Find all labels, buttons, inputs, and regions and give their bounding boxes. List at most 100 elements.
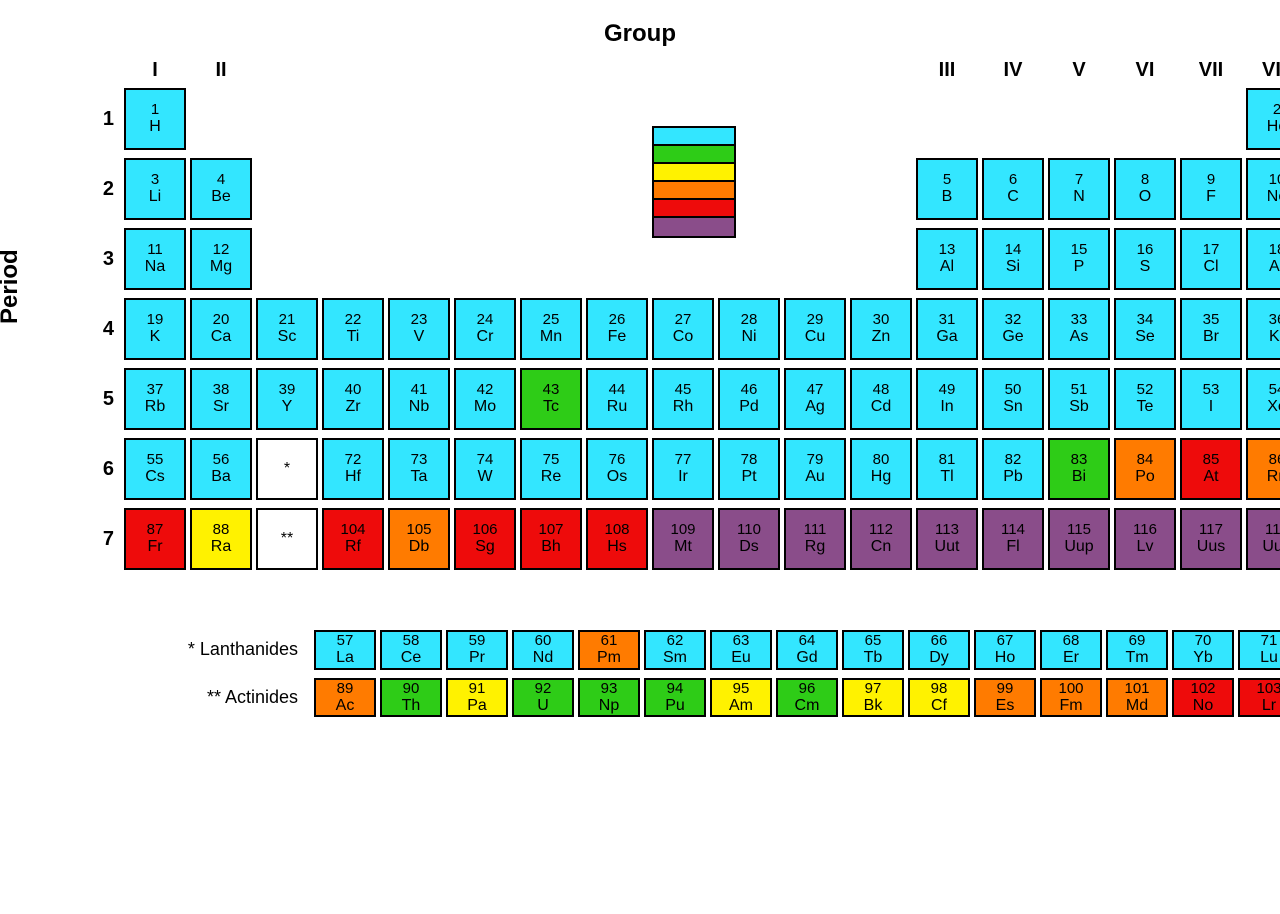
atomic-number: 11	[147, 241, 163, 258]
element-symbol: N	[1073, 188, 1085, 206]
element-cell: 107Bh	[520, 508, 582, 570]
element-symbol: Fr	[147, 538, 162, 556]
table-wrap: IIIIIIIVVVIVIIVIII 11H2He23Li4Be5B6C7N8O…	[80, 56, 1260, 570]
element-symbol: Se	[1135, 328, 1155, 346]
atomic-number: 15	[1071, 241, 1088, 258]
atomic-number: 113	[935, 521, 959, 538]
atomic-number: 107	[538, 521, 563, 538]
group-header: VII	[1180, 56, 1242, 84]
group-header: II	[190, 56, 252, 84]
element-cell: 83Bi	[1048, 438, 1110, 500]
element-symbol: Nb	[409, 398, 429, 416]
atomic-number: 101	[1124, 680, 1149, 697]
element-symbol: Cd	[871, 398, 891, 416]
element-cell: 31Ga	[916, 298, 978, 360]
element-cell: 45Rh	[652, 368, 714, 430]
atomic-number: 46	[741, 381, 758, 398]
element-cell: 39Y	[256, 368, 318, 430]
atomic-number: 19	[147, 311, 164, 328]
atomic-number: 85	[1203, 451, 1220, 468]
element-symbol: Gd	[796, 649, 817, 667]
element-symbol: Rn	[1267, 468, 1280, 486]
atomic-number: 12	[213, 241, 230, 258]
element-cell: 68Er	[1040, 630, 1102, 670]
atomic-number: 31	[939, 311, 956, 328]
element-symbol: He	[1267, 118, 1280, 136]
atomic-number: 69	[1129, 632, 1146, 649]
element-cell: 8O	[1114, 158, 1176, 220]
element-cell: 7N	[1048, 158, 1110, 220]
atomic-number: 21	[279, 311, 296, 328]
element-symbol: H	[149, 118, 161, 136]
element-cell: 115Uup	[1048, 508, 1110, 570]
element-symbol: K	[150, 328, 161, 346]
element-symbol: Ca	[211, 328, 231, 346]
element-cell: 33As	[1048, 298, 1110, 360]
element-cell: 44Ru	[586, 368, 648, 430]
element-symbol: Pb	[1003, 468, 1023, 486]
element-cell: 42Mo	[454, 368, 516, 430]
atomic-number: 72	[345, 451, 362, 468]
element-symbol: W	[477, 468, 492, 486]
atomic-number: 94	[667, 680, 684, 697]
element-symbol: No	[1193, 697, 1213, 715]
element-cell: 21Sc	[256, 298, 318, 360]
element-cell: 74W	[454, 438, 516, 500]
atomic-number: 47	[807, 381, 824, 398]
element-symbol: Hf	[345, 468, 361, 486]
legend-swatch	[654, 128, 734, 146]
atomic-number: 96	[799, 680, 816, 697]
atomic-number: 24	[477, 311, 494, 328]
atomic-number: 111	[804, 521, 827, 538]
legend-swatch	[654, 200, 734, 218]
element-symbol: Hg	[871, 468, 891, 486]
element-symbol: Sc	[278, 328, 297, 346]
element-symbol: Si	[1006, 258, 1020, 276]
atomic-number: 53	[1203, 381, 1220, 398]
group-header	[520, 56, 582, 84]
element-symbol: Be	[211, 188, 231, 206]
element-cell: 71Lu	[1238, 630, 1280, 670]
element-cell: 111Rg	[784, 508, 846, 570]
atomic-number: 25	[543, 311, 560, 328]
atomic-number: 105	[406, 521, 431, 538]
element-symbol: Bi	[1072, 468, 1086, 486]
atomic-number: 110	[737, 521, 761, 538]
element-symbol: Th	[402, 697, 421, 715]
element-symbol: Yb	[1193, 649, 1213, 667]
legend-swatch	[654, 164, 734, 182]
element-cell: 69Tm	[1106, 630, 1168, 670]
element-symbol: Rg	[805, 538, 825, 556]
atomic-number: 54	[1269, 381, 1280, 398]
element-cell: 49In	[916, 368, 978, 430]
atomic-number: 28	[741, 311, 758, 328]
group-header	[454, 56, 516, 84]
element-cell: 2He	[1246, 88, 1280, 150]
element-cell: 58Ce	[380, 630, 442, 670]
atomic-number: 35	[1203, 311, 1220, 328]
element-cell: 65Tb	[842, 630, 904, 670]
element-symbol: Fe	[608, 328, 627, 346]
atomic-number: 66	[931, 632, 948, 649]
atomic-number: 75	[543, 451, 560, 468]
atomic-number: 57	[337, 632, 354, 649]
element-symbol: Hs	[607, 538, 627, 556]
group-header	[388, 56, 450, 84]
element-symbol: B	[942, 188, 953, 206]
element-cell: 28Ni	[718, 298, 780, 360]
element-symbol: Xe	[1267, 398, 1280, 416]
element-cell: 50Sn	[982, 368, 1044, 430]
group-header	[586, 56, 648, 84]
element-symbol: Ir	[678, 468, 688, 486]
element-symbol: Pu	[665, 697, 685, 715]
atomic-number: 81	[939, 451, 956, 468]
atomic-number: 8	[1141, 171, 1149, 188]
element-cell: 73Ta	[388, 438, 450, 500]
element-symbol: F	[1206, 188, 1216, 206]
element-symbol: Dy	[929, 649, 949, 667]
atomic-number: 14	[1005, 241, 1022, 258]
atomic-number: 26	[609, 311, 626, 328]
element-symbol: Au	[805, 468, 825, 486]
f-block: * Lanthanides57La58Ce59Pr60Nd61Pm62Sm63E…	[80, 630, 1260, 717]
atomic-number: 41	[411, 381, 428, 398]
